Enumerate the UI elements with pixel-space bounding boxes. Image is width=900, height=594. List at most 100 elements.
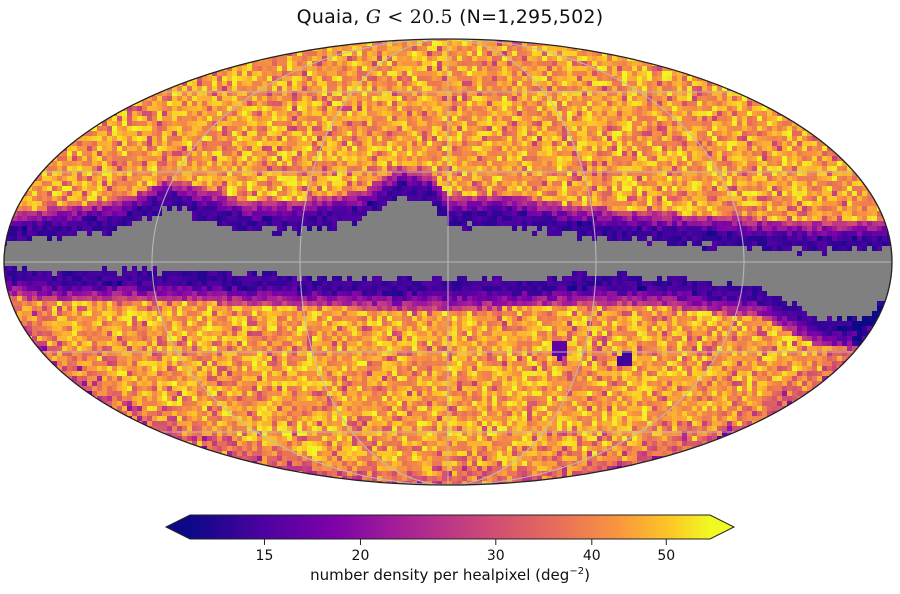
map-pixel xyxy=(447,101,453,107)
map-pixel xyxy=(257,176,263,182)
map-pixel xyxy=(417,196,423,202)
map-pixel xyxy=(362,186,368,192)
map-pixel xyxy=(117,181,123,187)
map-pixel xyxy=(437,56,443,62)
map-pixel xyxy=(252,121,258,127)
map-pixel xyxy=(492,171,498,177)
map-pixel xyxy=(462,56,468,62)
map-pixel xyxy=(647,76,653,82)
map-pixel xyxy=(682,76,688,82)
map-pixel xyxy=(147,176,153,182)
map-pixel xyxy=(802,181,808,187)
map-pixel xyxy=(252,146,258,152)
map-pixel xyxy=(602,191,608,197)
map-pixel xyxy=(527,166,533,172)
map-pixel xyxy=(577,171,583,177)
map-pixel xyxy=(312,111,318,117)
map-pixel xyxy=(467,51,473,57)
map-pixel xyxy=(72,211,78,217)
map-pixel xyxy=(627,216,633,222)
map-pixel xyxy=(162,181,168,187)
map-pixel xyxy=(117,221,123,227)
map-pixel xyxy=(422,161,428,167)
map-pixel xyxy=(252,131,258,137)
map-pixel xyxy=(52,176,58,182)
map-pixel xyxy=(177,86,183,92)
map-pixel xyxy=(532,201,538,207)
map-pixel xyxy=(337,151,343,157)
map-pixel xyxy=(797,186,803,192)
map-pixel xyxy=(342,96,348,102)
map-pixel xyxy=(142,136,148,142)
map-pixel xyxy=(457,121,463,127)
map-pixel xyxy=(477,86,483,92)
map-pixel xyxy=(222,196,228,202)
map-pixel xyxy=(532,61,538,67)
map-pixel xyxy=(402,71,408,77)
map-pixel xyxy=(517,191,523,197)
map-pixel xyxy=(157,91,163,97)
map-pixel xyxy=(622,191,628,197)
map-pixel xyxy=(222,141,228,147)
map-pixel xyxy=(522,101,528,107)
map-pixel xyxy=(412,51,418,57)
map-pixel xyxy=(592,51,598,57)
map-pixel xyxy=(197,206,203,212)
map-pixel xyxy=(287,201,293,207)
map-pixel xyxy=(117,116,123,122)
map-pixel xyxy=(647,136,653,142)
map-pixel xyxy=(127,166,133,172)
map-pixel xyxy=(302,216,308,222)
map-pixel xyxy=(652,146,658,152)
map-pixel xyxy=(642,81,648,87)
map-pixel xyxy=(517,216,523,222)
map-pixel xyxy=(172,126,178,132)
map-pixel xyxy=(637,111,643,117)
map-pixel xyxy=(397,106,403,112)
map-pixel xyxy=(292,161,298,167)
map-pixel xyxy=(552,46,558,52)
map-pixel xyxy=(697,206,703,212)
density-map xyxy=(4,39,892,485)
map-pixel xyxy=(802,196,808,202)
map-pixel xyxy=(497,51,503,57)
map-pixel xyxy=(612,161,618,167)
map-pixel xyxy=(662,146,668,152)
map-pixel xyxy=(457,141,463,147)
map-pixel xyxy=(292,121,298,127)
map-pixel xyxy=(692,121,698,127)
map-pixel xyxy=(532,216,538,222)
map-pixel xyxy=(562,61,568,67)
map-pixel xyxy=(247,146,253,152)
map-pixel xyxy=(237,161,243,167)
map-pixel xyxy=(77,196,83,202)
map-pixel xyxy=(857,201,863,207)
map-pixel xyxy=(117,126,123,132)
map-pixel xyxy=(362,151,368,157)
map-pixel xyxy=(37,191,43,197)
map-pixel xyxy=(572,186,578,192)
map-pixel xyxy=(382,196,388,202)
map-pixel xyxy=(432,141,438,147)
map-pixel xyxy=(812,176,818,182)
map-pixel xyxy=(702,151,708,157)
map-pixel xyxy=(187,211,193,217)
map-pixel xyxy=(102,201,108,207)
map-pixel xyxy=(162,141,168,147)
map-pixel xyxy=(427,46,433,52)
map-pixel xyxy=(217,201,223,207)
map-pixel xyxy=(677,196,683,202)
map-pixel xyxy=(352,141,358,147)
map-pixel xyxy=(252,141,258,147)
map-pixel xyxy=(257,61,263,67)
map-pixel xyxy=(842,176,848,182)
map-pixel xyxy=(67,186,73,192)
map-pixel xyxy=(472,86,478,92)
map-pixel xyxy=(812,171,818,177)
map-pixel xyxy=(407,166,413,172)
map-pixel xyxy=(147,221,153,227)
map-pixel xyxy=(457,96,463,102)
map-pixel xyxy=(357,206,363,212)
map-pixel xyxy=(777,136,783,142)
map-pixel xyxy=(662,151,668,157)
